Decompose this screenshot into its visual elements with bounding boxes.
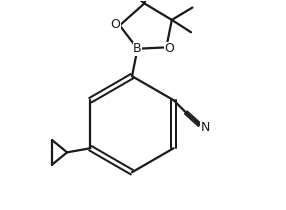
Text: B: B: [133, 42, 142, 55]
Text: O: O: [111, 17, 120, 30]
Text: N: N: [201, 121, 210, 134]
Text: O: O: [164, 42, 174, 55]
